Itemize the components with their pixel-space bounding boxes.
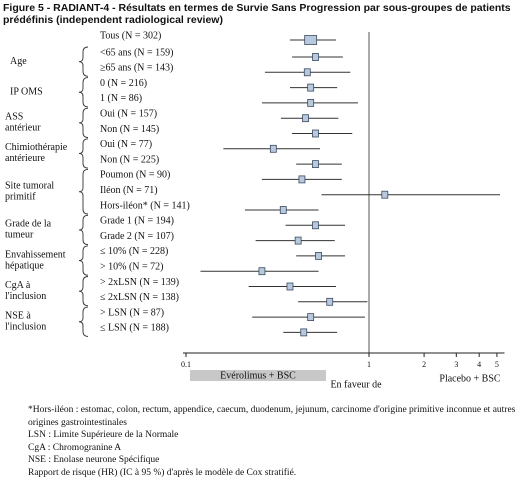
hazard-ratio-box bbox=[315, 251, 322, 260]
group-label: ASS bbox=[5, 112, 23, 123]
group-brace bbox=[78, 107, 89, 138]
row-label: Hors-iléon* (N = 141) bbox=[100, 200, 190, 211]
group-label: l'inclusion bbox=[5, 291, 46, 302]
row-label: Grade 1 (N = 194) bbox=[100, 216, 174, 227]
group-label: Grade de la bbox=[5, 219, 52, 230]
hazard-ratio-box bbox=[258, 267, 266, 276]
footnote: LSN : Limite Supérieure de la Normale bbox=[28, 430, 179, 440]
hazard-ratio-box bbox=[312, 129, 319, 138]
group-label: Chimiothérapie bbox=[5, 142, 68, 153]
hazard-ratio-box bbox=[326, 297, 334, 306]
group-label: antérieur bbox=[5, 123, 41, 134]
row-label: > 2xLSN (N = 139) bbox=[100, 277, 179, 288]
center-label: En faveur de bbox=[330, 379, 382, 390]
group-brace bbox=[78, 214, 89, 246]
row-label: 1 (N = 86) bbox=[100, 93, 142, 104]
group-label: IP OMS bbox=[10, 87, 43, 98]
hazard-ratio-box bbox=[294, 236, 302, 245]
row-label: Iléon (N = 71) bbox=[100, 185, 158, 196]
row-label: Grade 2 (N = 107) bbox=[100, 231, 174, 242]
footnote: Rapport de risque (HR) (IC à 95 %) d'apr… bbox=[28, 467, 297, 478]
hazard-ratio-box bbox=[312, 221, 319, 230]
row-label: Non (N = 145) bbox=[100, 124, 159, 135]
favour-bar bbox=[190, 370, 326, 381]
row-label: Non (N = 225) bbox=[100, 154, 159, 165]
row-label: ≤ 2xLSN (N = 138) bbox=[100, 292, 179, 303]
group-label: l'inclusion bbox=[5, 322, 46, 333]
group-label: primitif bbox=[5, 191, 36, 202]
left-label: Evérolimus + BSC bbox=[220, 370, 296, 381]
row-label: ≥65 ans (N = 143) bbox=[100, 63, 173, 74]
hazard-ratio-box bbox=[307, 313, 315, 322]
group-brace bbox=[78, 46, 89, 77]
hazard-ratio-box bbox=[307, 83, 315, 92]
footnote: NSE : Enolase neurone Spécifique bbox=[28, 455, 160, 465]
group-label: Age bbox=[10, 56, 27, 67]
row-label: Oui (N = 157) bbox=[100, 108, 157, 119]
row-label: > 10% (N = 72) bbox=[100, 261, 164, 272]
group-label: Envahissement bbox=[5, 249, 66, 260]
group-brace bbox=[78, 276, 89, 307]
group-label: hépatique bbox=[5, 260, 44, 271]
hazard-ratio-box bbox=[269, 144, 277, 153]
x-tick-label: 5 bbox=[495, 360, 499, 369]
group-label: antérieure bbox=[5, 153, 46, 164]
hazard-ratio-box bbox=[300, 328, 308, 337]
row-label: Poumon (N = 90) bbox=[100, 170, 170, 181]
forest-plot: 0.1 1 2 3 4 5 Tous (N = 302) <65 ans (N = 159) ≥… bbox=[5, 30, 505, 390]
group-label: CgA à bbox=[5, 280, 31, 291]
row-label: <65 ans (N = 159) bbox=[100, 47, 174, 58]
hazard-ratio-box bbox=[307, 99, 315, 107]
group-label: NSE à bbox=[5, 311, 31, 322]
row-label: Tous (N = 302) bbox=[100, 30, 161, 41]
footnotes: *Hors-iléon : estomac, colon, rectum, ap… bbox=[28, 404, 520, 479]
group-brace bbox=[78, 306, 89, 337]
row-label: Oui (N = 77) bbox=[100, 139, 152, 150]
row-label: 0 (N = 216) bbox=[100, 78, 147, 89]
row-label: ≤ 10% (N = 228) bbox=[100, 246, 168, 257]
group-label: Site tumoral bbox=[5, 180, 54, 191]
hazard-ratio-box bbox=[279, 206, 287, 214]
hazard-ratio-box bbox=[298, 175, 306, 184]
footnote: *Hors-iléon : estomac, colon, rectum, ap… bbox=[28, 405, 516, 428]
x-tick-label: 2 bbox=[422, 360, 426, 369]
x-tick-label: 3 bbox=[454, 360, 458, 369]
hazard-ratio-box bbox=[286, 282, 294, 291]
hazard-ratio-box bbox=[303, 68, 311, 77]
group-brace bbox=[78, 138, 89, 169]
x-tick-label: 4 bbox=[477, 360, 481, 369]
row-label: > LSN (N = 87) bbox=[100, 307, 164, 318]
footnote: CgA : Chromogranine A bbox=[28, 442, 122, 453]
hazard-ratio-box bbox=[312, 160, 319, 169]
hazard-ratio-box bbox=[312, 53, 319, 61]
group-brace bbox=[78, 77, 89, 108]
x-tick-label: 1 bbox=[367, 360, 371, 369]
group-brace bbox=[78, 168, 89, 215]
chart-title: Figure 5 - RADIANT-4 - Résultats en term… bbox=[3, 2, 511, 26]
hazard-ratio-box bbox=[381, 190, 389, 199]
hazard-ratio-box bbox=[302, 114, 309, 123]
right-label: Placebo + BSC bbox=[439, 373, 501, 384]
group-label: tumeur bbox=[5, 230, 34, 241]
group-brace bbox=[78, 245, 89, 276]
row-label: ≤ LSN (N = 188) bbox=[100, 323, 169, 334]
hazard-ratio-box bbox=[304, 35, 318, 45]
x-tick-label: 0.1 bbox=[181, 360, 191, 369]
